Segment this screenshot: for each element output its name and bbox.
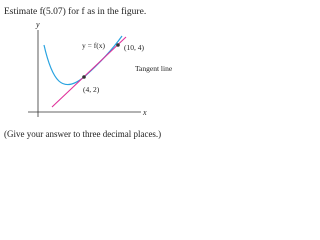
x-axis-label: x <box>142 108 147 117</box>
point-b <box>116 43 120 47</box>
question: Estimate f(5.07) for f as in the figure. <box>4 6 146 17</box>
footer: (Give your answer to three decimal place… <box>4 129 161 139</box>
point-a-label: (4, 2) <box>83 85 100 94</box>
point-a <box>82 75 86 79</box>
page: Estimate f(5.07) for f as in the figure.… <box>4 6 173 139</box>
point-b-label: (10, 4) <box>124 43 144 52</box>
tangent-line <box>51 36 127 108</box>
curve-label: y = f(x) <box>82 41 105 50</box>
tangent-label: Tangent line <box>135 64 173 73</box>
y-axis-label: y <box>35 20 40 29</box>
